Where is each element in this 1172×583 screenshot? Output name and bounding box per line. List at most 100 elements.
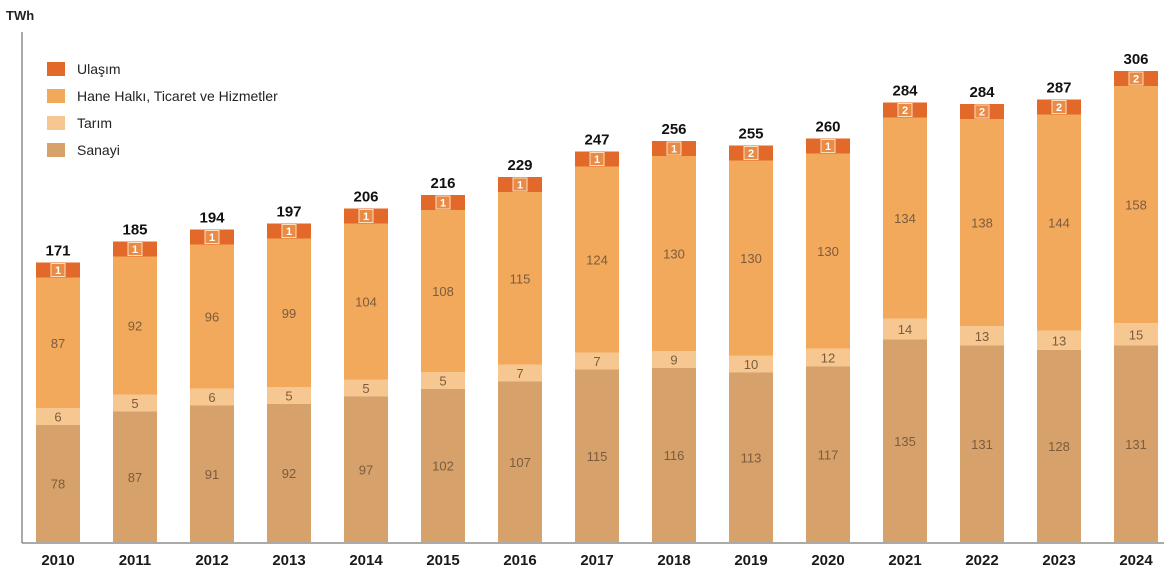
data-label-tarim-2014: 5: [362, 381, 369, 396]
data-label-tarim-2017: 7: [593, 354, 600, 369]
legend-label-ulasim: Ulaşım: [77, 61, 121, 77]
legend: Ulaşım Hane Halkı, Ticaret ve Hizmetler Ta…: [47, 61, 278, 158]
bar-segment-hane-halki-ticaret-ve-hizmetler-2024: [1114, 86, 1158, 323]
legend-swatch-sanayi: [47, 143, 65, 157]
data-label-ulasim-2019: 2: [748, 148, 754, 160]
x-tick-label-2014: 2014: [349, 552, 383, 569]
data-label-box-ulasim-2015: [435, 195, 451, 210]
total-label-2023: 287: [1046, 80, 1071, 97]
data-label-ulasim-2022: 2: [979, 107, 985, 119]
bar-segment-sanayi-2016: [498, 381, 542, 542]
bar-segment-tarim-2017: [575, 352, 619, 370]
data-label-tarim-2020: 12: [821, 351, 835, 366]
x-tick-label-2022: 2022: [965, 552, 998, 569]
data-label-ulasim-2018: 1: [671, 144, 677, 156]
bar-segment-sanayi-2022: [960, 345, 1004, 542]
bar-segment-tarim-2024: [1114, 323, 1158, 346]
data-label-sanayi-2016: 107: [509, 455, 531, 470]
data-label-box-ulasim-2016: [512, 177, 528, 192]
bar-segment-hane-halki-ticaret-ve-hizmetler-2010: [36, 277, 80, 408]
data-label-ulasim-2017: 1: [594, 154, 600, 166]
x-tick-label-2021: 2021: [888, 552, 921, 569]
data-label-hane-halki-ticaret-ve-hizmetler-2013: 99: [282, 306, 296, 321]
data-label-ulasim-2014: 1: [363, 211, 369, 223]
data-label-ulasim-2011: 1: [132, 244, 138, 256]
data-label-box-ulasim-2019: [743, 146, 759, 160]
data-label-sanayi-2017: 115: [587, 449, 608, 464]
bar-segment-hane-halki-ticaret-ve-hizmetler-2022: [960, 119, 1004, 326]
data-label-tarim-2022: 13: [975, 329, 989, 344]
data-label-tarim-2018: 9: [670, 353, 677, 368]
bar-segment-tarim-2012: [190, 388, 234, 406]
data-label-box-ulasim-2021: [897, 103, 913, 117]
data-label-box-ulasim-2013: [281, 224, 297, 238]
bar-segment-hane-halki-ticaret-ve-hizmetler-2016: [498, 192, 542, 365]
bar-segment-hane-halki-ticaret-ve-hizmetler-2015: [421, 210, 465, 372]
data-label-tarim-2016: 7: [516, 366, 523, 381]
data-label-hane-halki-ticaret-ve-hizmetler-2018: 130: [663, 247, 685, 262]
total-label-2018: 256: [661, 121, 686, 138]
data-label-hane-halki-ticaret-ve-hizmetler-2023: 144: [1048, 216, 1070, 231]
total-label-2013: 197: [276, 204, 301, 221]
x-tick-label-2016: 2016: [503, 552, 536, 569]
data-label-hane-halki-ticaret-ve-hizmetler-2020: 130: [817, 244, 839, 259]
total-label-2024: 306: [1123, 51, 1148, 68]
bar-segment-sanayi-2024: [1114, 345, 1158, 542]
bar-segment-sanayi-2021: [883, 339, 927, 542]
legend-swatch-tarim: [47, 116, 65, 130]
data-label-sanayi-2014: 97: [359, 462, 373, 477]
bar-segment-hane-halki-ticaret-ve-hizmetler-2018: [652, 156, 696, 351]
total-label-2021: 284: [892, 83, 918, 100]
bar-segment-tarim-2022: [960, 326, 1004, 346]
data-label-box-ulasim-2010: [50, 263, 66, 277]
data-label-box-ulasim-2017: [589, 152, 605, 166]
bar-segment-hane-halki-ticaret-ve-hizmetler-2021: [883, 117, 927, 319]
bar-segment-hane-halki-ticaret-ve-hizmetler-2019: [729, 160, 773, 356]
data-label-sanayi-2021: 135: [894, 434, 916, 449]
data-label-box-ulasim-2014: [358, 209, 374, 223]
bar-segment-hane-halki-ticaret-ve-hizmetler-2012: [190, 244, 234, 389]
y-axis-label: TWh: [6, 8, 34, 23]
data-label-tarim-2024: 15: [1129, 327, 1143, 342]
data-label-box-ulasim-2023: [1051, 100, 1067, 114]
data-label-box-ulasim-2011: [127, 242, 143, 256]
x-tick-label-2019: 2019: [734, 552, 767, 569]
data-label-ulasim-2020: 1: [825, 141, 831, 153]
x-tick-label-2012: 2012: [195, 552, 228, 569]
bar-segment-sanayi-2015: [421, 389, 465, 542]
data-label-ulasim-2010: 1: [55, 265, 61, 277]
bar-segment-hane-halki-ticaret-ve-hizmetler-2011: [113, 256, 157, 395]
bar-segment-tarim-2023: [1037, 330, 1081, 350]
data-label-sanayi-2010: 78: [51, 477, 65, 492]
bar-segment-sanayi-2019: [729, 372, 773, 542]
data-label-tarim-2023: 13: [1052, 333, 1066, 348]
data-label-sanayi-2020: 117: [818, 447, 839, 462]
bar-segment-tarim-2015: [421, 372, 465, 389]
total-label-2010: 171: [45, 243, 70, 260]
bar-segment-tarim-2011: [113, 394, 157, 412]
bar-segment-tarim-2018: [652, 351, 696, 368]
data-label-sanayi-2013: 92: [282, 466, 296, 481]
bar-segment-sanayi-2023: [1037, 350, 1081, 542]
total-label-2015: 216: [430, 175, 455, 192]
x-tick-label-2023: 2023: [1042, 552, 1075, 569]
data-label-box-ulasim-2012: [204, 230, 220, 244]
bar-segment-sanayi-2014: [344, 396, 388, 542]
bar-segment-hane-halki-ticaret-ve-hizmetler-2013: [267, 238, 311, 387]
data-label-box-ulasim-2022: [974, 104, 990, 119]
legend-swatch-hane-halki-ticaret-ve-hizmetler: [47, 89, 65, 103]
bar-segment-sanayi-2013: [267, 404, 311, 542]
data-label-sanayi-2022: 131: [971, 437, 993, 452]
x-tick-label-2017: 2017: [580, 552, 613, 569]
bar-segment-sanayi-2010: [36, 425, 80, 542]
data-label-sanayi-2023: 128: [1048, 439, 1070, 454]
bar-segment-sanayi-2012: [190, 405, 234, 542]
bar-segment-sanayi-2020: [806, 366, 850, 542]
data-label-hane-halki-ticaret-ve-hizmetler-2017: 124: [586, 253, 608, 268]
data-label-hane-halki-ticaret-ve-hizmetler-2016: 115: [510, 271, 531, 286]
data-label-hane-halki-ticaret-ve-hizmetler-2019: 130: [740, 251, 762, 266]
bar-segment-sanayi-2018: [652, 368, 696, 542]
data-label-ulasim-2015: 1: [440, 198, 446, 210]
data-label-sanayi-2015: 102: [432, 459, 454, 474]
